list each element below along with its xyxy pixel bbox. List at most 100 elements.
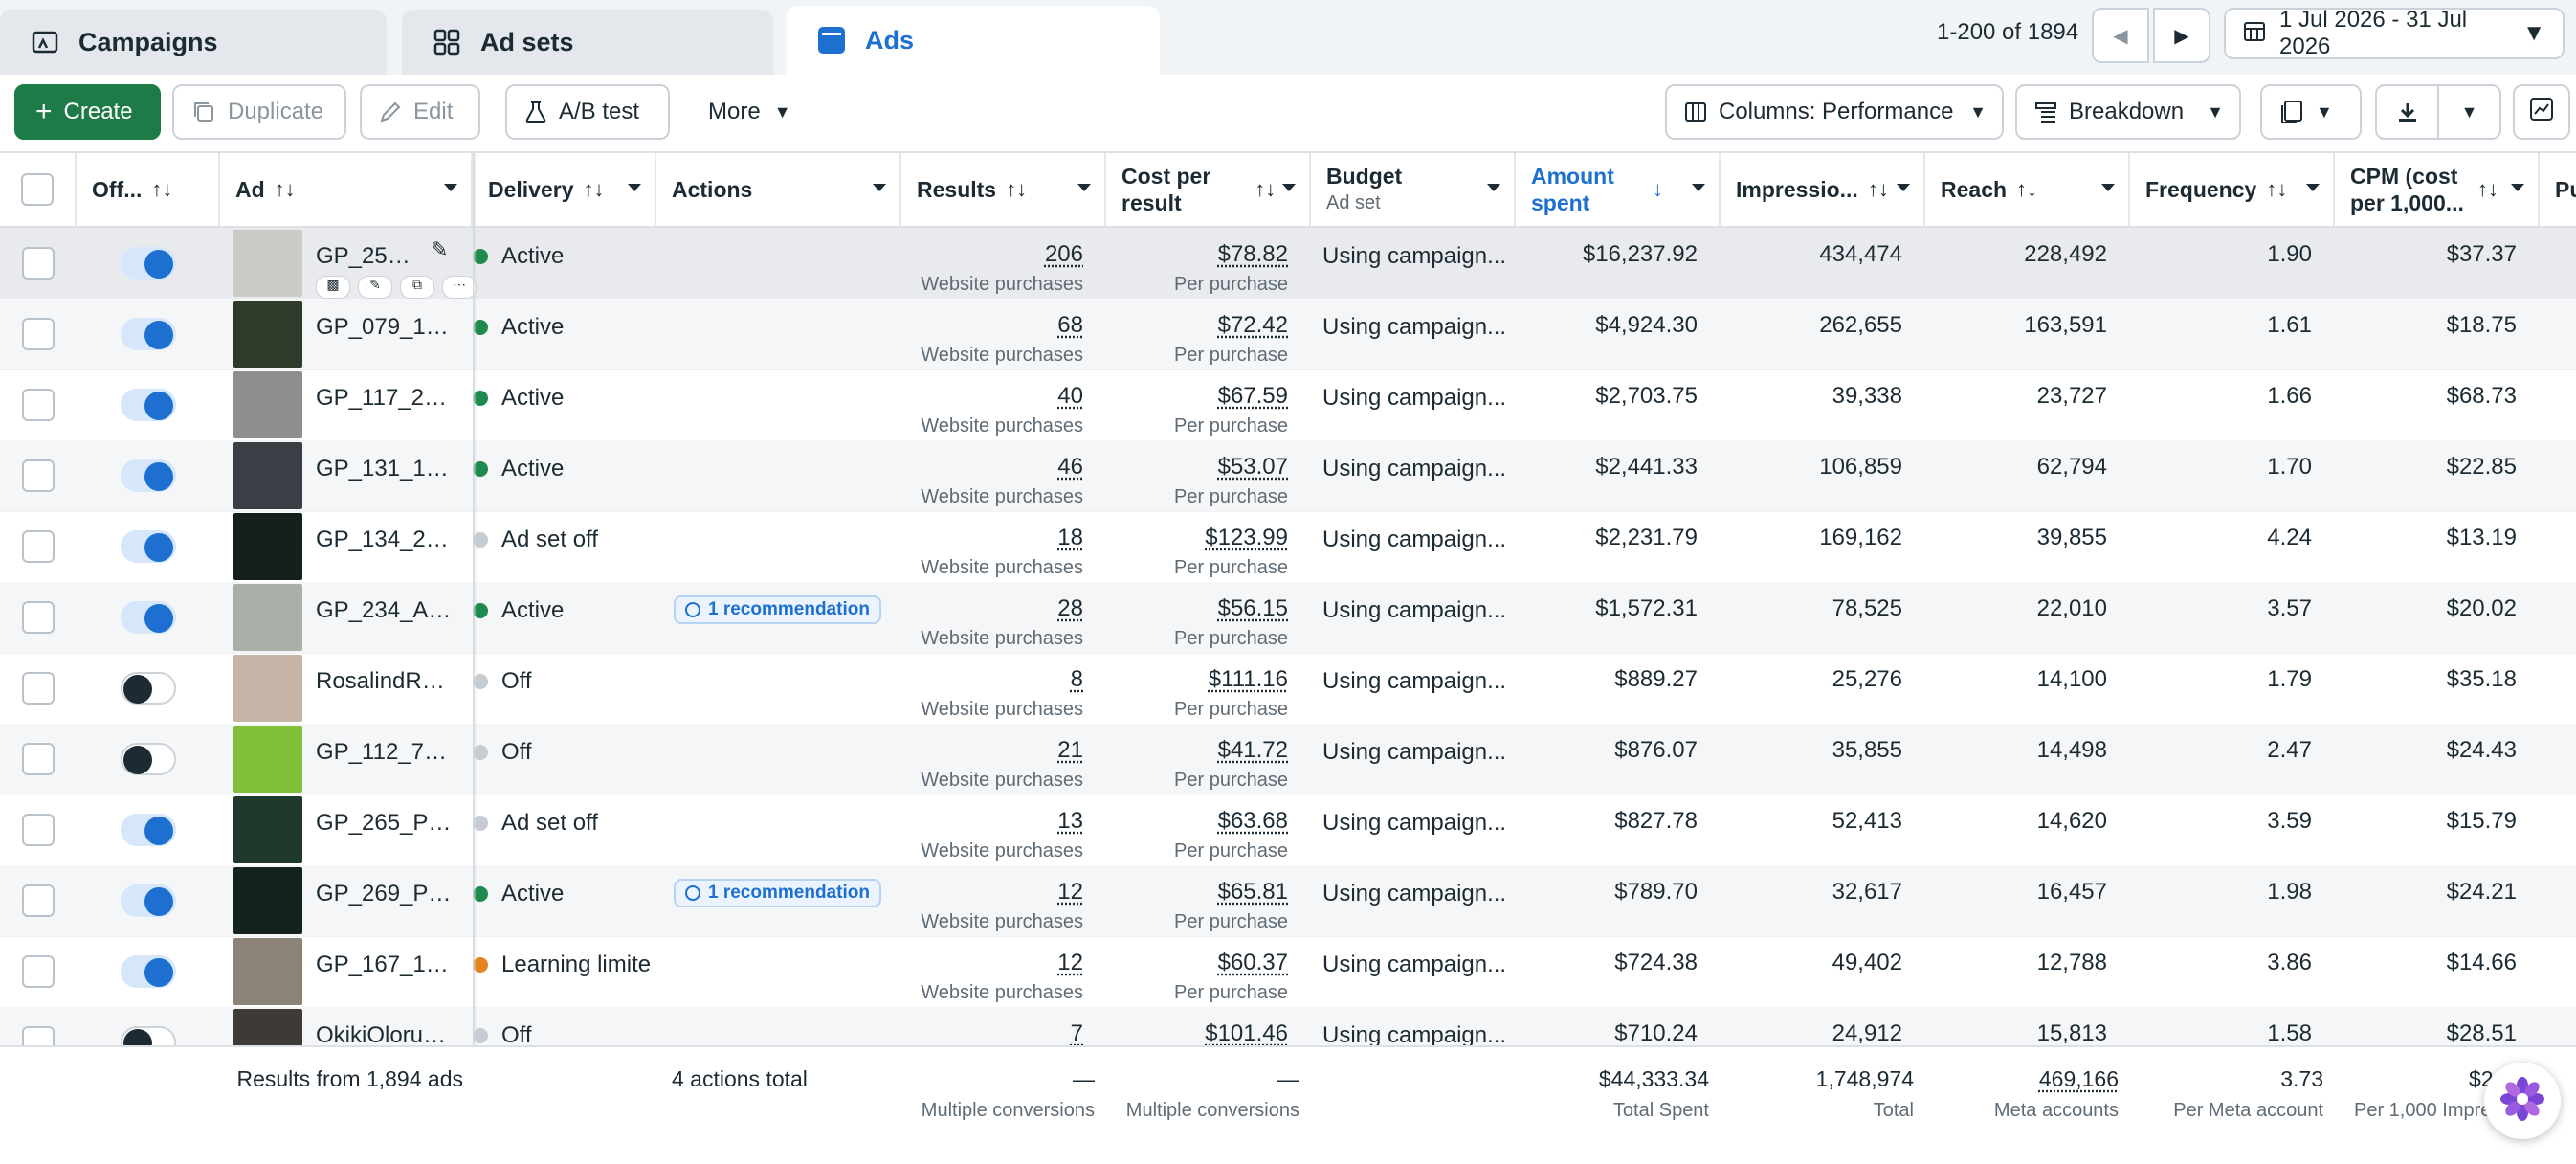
on-off-toggle[interactable] xyxy=(121,743,176,775)
ad-name-link[interactable]: GP_269_PU... xyxy=(316,881,455,907)
cost-per-result-value[interactable]: $65.81 xyxy=(1218,879,1288,905)
reports-button[interactable]: ▼ xyxy=(2260,84,2362,140)
caret-down-icon[interactable]: ▼ xyxy=(2439,86,2499,138)
cost-per-result-value[interactable]: $53.07 xyxy=(1218,454,1288,480)
col-frequency[interactable]: Frequency ↑↓ xyxy=(2130,153,2335,226)
ad-thumbnail[interactable] xyxy=(233,584,302,651)
on-off-toggle[interactable] xyxy=(121,884,176,917)
col-results[interactable]: Results ↑↓ xyxy=(901,153,1106,226)
table-row[interactable]: GP_167_1_A... Learning limite 12 Website pu… xyxy=(0,936,2576,1008)
breakdown-button[interactable]: Breakdown ▼ xyxy=(2015,84,2241,140)
caret-down-icon[interactable] xyxy=(2306,184,2320,191)
ad-name-link[interactable]: GP_079_1_A... xyxy=(316,314,455,341)
tab-ads[interactable]: Ads xyxy=(787,6,1160,75)
col-cost-per-result[interactable]: Cost per result ↑↓ xyxy=(1106,153,1311,226)
col-off-on[interactable]: Off... ↑↓ xyxy=(77,153,220,226)
caret-down-icon[interactable] xyxy=(2511,184,2524,191)
col-delivery[interactable]: Delivery ↑↓ xyxy=(473,153,656,226)
row-checkbox[interactable] xyxy=(22,814,55,846)
ad-name-link[interactable]: GP_134_26_... xyxy=(316,526,455,553)
cost-per-result-value[interactable]: $41.72 xyxy=(1218,737,1288,763)
cost-per-result-value[interactable]: $72.42 xyxy=(1218,312,1288,338)
columns-button[interactable]: Columns: Performance ▼ xyxy=(1665,84,2004,140)
edit-name-icon[interactable]: ✎ xyxy=(431,237,448,262)
on-off-toggle[interactable] xyxy=(121,389,176,421)
caret-down-icon[interactable] xyxy=(1897,184,1910,191)
caret-down-icon[interactable] xyxy=(628,184,641,191)
more-options-icon[interactable]: ⋯ xyxy=(442,276,477,299)
duplicate-icon[interactable]: ⧉ xyxy=(400,276,434,299)
table-row[interactable]: GP_269_PU... Active 1 recommendation 12 Webs… xyxy=(0,865,2576,937)
on-off-toggle[interactable] xyxy=(121,318,176,350)
col-budget[interactable]: Budget Ad set xyxy=(1311,153,1516,226)
download-icon[interactable] xyxy=(2377,86,2439,138)
on-off-toggle[interactable] xyxy=(121,247,176,280)
more-button[interactable]: More ▼ xyxy=(681,84,810,140)
caret-down-icon[interactable] xyxy=(1487,184,1500,191)
cost-per-result-value[interactable]: $67.59 xyxy=(1218,383,1288,409)
cost-per-result-value[interactable]: $123.99 xyxy=(1205,525,1288,550)
create-button[interactable]: + Create xyxy=(14,84,161,140)
row-checkbox[interactable] xyxy=(22,530,55,563)
col-actions[interactable]: Actions xyxy=(656,153,901,226)
ad-name-link[interactable]: GP_112_7_A... xyxy=(316,739,455,766)
results-value[interactable]: 8 xyxy=(1071,666,1083,692)
ad-name-link[interactable]: GP_131_1_A:... xyxy=(316,456,455,482)
cost-per-result-value[interactable]: $63.68 xyxy=(1218,808,1288,834)
table-row[interactable]: GP_265_PU... Ad set off 13 Website purchase… xyxy=(0,795,2576,866)
ad-name-link[interactable]: GP_250_... xyxy=(316,243,411,270)
cost-per-result-value[interactable]: $78.82 xyxy=(1218,241,1288,267)
ai-assistant-button[interactable] xyxy=(2484,1063,2561,1139)
on-off-toggle[interactable] xyxy=(121,955,176,988)
on-off-toggle[interactable] xyxy=(121,601,176,634)
row-checkbox[interactable] xyxy=(22,672,55,705)
ad-thumbnail[interactable] xyxy=(233,513,302,580)
duplicate-button[interactable]: Duplicate xyxy=(172,84,346,140)
table-row[interactable]: GP_134_26_... Ad set off 18 Website purchas… xyxy=(0,511,2576,583)
on-off-toggle[interactable] xyxy=(121,672,176,705)
table-row[interactable]: GP_079_1_A... Active 68 Website purchases $7… xyxy=(0,299,2576,370)
ad-thumbnail[interactable] xyxy=(233,655,302,722)
ad-thumbnail[interactable] xyxy=(233,796,302,863)
bar-chart-icon[interactable]: ▩ xyxy=(316,276,350,299)
row-checkbox[interactable] xyxy=(22,884,55,917)
results-value[interactable]: 21 xyxy=(1057,737,1083,763)
ad-name-link[interactable]: GP_265_PU... xyxy=(316,810,455,837)
table-row[interactable]: GP_131_1_A:... Active 46 Website purchases $… xyxy=(0,440,2576,512)
results-value[interactable]: 18 xyxy=(1057,525,1083,550)
ad-name-link[interactable]: GP_234_AD... xyxy=(316,597,455,624)
row-checkbox[interactable] xyxy=(22,318,55,350)
cost-per-result-value[interactable]: $111.16 xyxy=(1209,666,1288,692)
recommendation-badge[interactable]: 1 recommendation xyxy=(674,595,881,624)
row-checkbox[interactable] xyxy=(22,743,55,775)
results-value[interactable]: 206 xyxy=(1045,241,1083,267)
ad-thumbnail[interactable] xyxy=(233,867,302,934)
next-page-button[interactable]: ▶ xyxy=(2153,8,2210,63)
results-value[interactable]: 12 xyxy=(1057,879,1083,905)
pencil-icon[interactable]: ✎ xyxy=(358,276,392,299)
footer-value[interactable]: 469,166 xyxy=(2039,1066,2119,1091)
table-row[interactable]: GP_112_7_A... Off 21 Website purchases $41.7… xyxy=(0,724,2576,795)
cost-per-result-value[interactable]: $56.15 xyxy=(1218,595,1288,621)
recommendation-badge[interactable]: 1 recommendation xyxy=(674,879,881,907)
col-impressions[interactable]: Impressio... ↑↓ xyxy=(1721,153,1925,226)
table-row[interactable]: RosalindRen... Off 8 Website purchases $111.… xyxy=(0,653,2576,725)
caret-down-icon[interactable] xyxy=(1282,184,1296,191)
col-amount-spent[interactable]: Amount spent ↓ xyxy=(1516,153,1721,226)
caret-down-icon[interactable] xyxy=(1692,184,1705,191)
results-value[interactable]: 46 xyxy=(1057,454,1083,480)
chart-toggle-button[interactable] xyxy=(2513,84,2570,140)
table-row[interactable]: GP_234_AD... Active 1 recommendation 28 Webs… xyxy=(0,582,2576,654)
caret-down-icon[interactable] xyxy=(1077,184,1091,191)
results-value[interactable]: 68 xyxy=(1057,312,1083,338)
export-button[interactable]: ▼ xyxy=(2375,84,2501,140)
date-range-picker[interactable]: 1 Jul 2026 - 31 Jul 2026 ▼ xyxy=(2224,8,2565,59)
col-next[interactable]: Pu xyxy=(2540,153,2576,226)
on-off-toggle[interactable] xyxy=(121,530,176,563)
table-row[interactable]: GP_117_2_A... Active 40 Website purchases $6… xyxy=(0,369,2576,441)
col-ad[interactable]: Ad ↑↓ xyxy=(220,153,473,226)
row-checkbox[interactable] xyxy=(22,389,55,421)
ab-test-button[interactable]: A/B test xyxy=(505,84,670,140)
on-off-toggle[interactable] xyxy=(121,814,176,846)
ad-thumbnail[interactable] xyxy=(233,371,302,438)
